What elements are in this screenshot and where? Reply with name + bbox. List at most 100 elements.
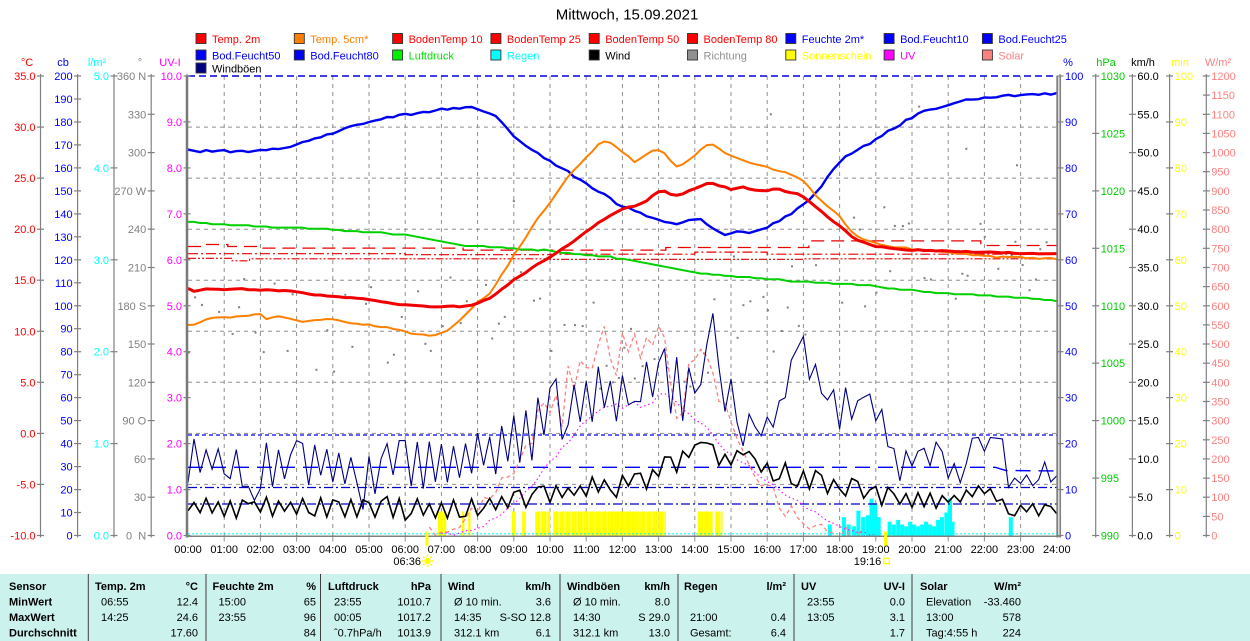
svg-text:km/h: km/h [644,581,670,593]
svg-text:25.0: 25.0 [1137,339,1158,351]
svg-text:Mittwoch, 15.09.2021: Mittwoch, 15.09.2021 [556,7,699,24]
svg-text:9.0: 9.0 [167,117,182,129]
svg-text:224: 224 [1003,628,1021,640]
svg-text:7.0: 7.0 [167,209,182,221]
svg-text:MinWert: MinWert [9,597,53,609]
svg-text:11:00: 11:00 [573,544,600,556]
svg-text:30.0: 30.0 [1137,301,1158,313]
svg-text:Feuchte 2m*: Feuchte 2m* [802,34,865,46]
svg-text:30: 30 [60,462,72,474]
svg-text:Regen: Regen [684,581,718,593]
svg-text:-5.0: -5.0 [17,479,36,491]
svg-text:23:00: 23:00 [1007,544,1035,556]
svg-text:04:00: 04:00 [319,544,347,556]
svg-text:20: 20 [1065,439,1077,451]
svg-text:160: 160 [54,163,72,175]
svg-text:°: ° [138,57,142,69]
svg-text:02:00: 02:00 [247,544,275,556]
svg-text:14:35: 14:35 [454,612,482,624]
svg-text:Solar: Solar [998,51,1024,63]
svg-text:05:00: 05:00 [355,544,383,556]
svg-text:24.6: 24.6 [177,612,198,624]
svg-text:Bod.Feucht25: Bod.Feucht25 [998,34,1067,46]
svg-text:Luftdruck: Luftdruck [328,581,380,593]
svg-text:13.0: 13.0 [649,628,670,640]
svg-text:35.0: 35.0 [14,71,35,83]
svg-text:50: 50 [1065,301,1077,313]
svg-text:1005: 1005 [1101,358,1125,370]
svg-text:hPa: hPa [411,581,432,593]
svg-text:90 O: 90 O [122,416,146,428]
svg-text:1150: 1150 [1211,90,1235,102]
svg-text:150: 150 [1211,473,1229,485]
svg-text:120: 120 [128,377,146,389]
svg-text:S-SO 12.8: S-SO 12.8 [500,612,551,624]
svg-text:19:16: 19:16 [854,556,882,568]
svg-text:Feuchte 2m: Feuchte 2m [213,581,274,593]
svg-text:Temp. 2m: Temp. 2m [95,581,146,593]
svg-text:990: 990 [1101,531,1119,543]
svg-text:800: 800 [1211,224,1229,236]
svg-text:1000: 1000 [1101,416,1125,428]
svg-text:2.0: 2.0 [94,347,109,359]
svg-text:100: 100 [1175,71,1193,83]
svg-text:995: 995 [1101,473,1119,485]
svg-text:80: 80 [1065,163,1077,175]
svg-text:1.7: 1.7 [890,628,905,640]
svg-text:30: 30 [134,492,146,504]
svg-text:6.1: 6.1 [536,628,551,640]
svg-text:0 N: 0 N [126,531,146,543]
svg-text:W/m²: W/m² [994,581,1021,593]
svg-text:3.0: 3.0 [167,393,182,405]
svg-text:UV: UV [900,51,916,63]
svg-text:BodenTemp 80: BodenTemp 80 [704,34,778,46]
svg-text:1050: 1050 [1211,128,1235,140]
svg-text:1010.7: 1010.7 [397,597,431,609]
svg-text:70: 70 [1065,209,1077,221]
svg-text:15:00: 15:00 [219,597,247,609]
svg-text:25.0: 25.0 [14,173,35,185]
svg-text:200: 200 [1211,454,1229,466]
svg-text:10: 10 [60,508,72,520]
svg-text:4.0: 4.0 [167,347,182,359]
svg-text:60: 60 [60,393,72,405]
svg-text:15:00: 15:00 [717,544,745,556]
svg-text:170: 170 [54,140,72,152]
svg-text:240: 240 [128,224,146,236]
svg-text:100: 100 [54,301,72,313]
svg-text:10.0: 10.0 [14,326,35,338]
svg-text:1015: 1015 [1101,243,1125,255]
svg-text:330: 330 [128,109,146,121]
svg-text:750: 750 [1211,243,1229,255]
svg-text:2.0: 2.0 [167,439,182,451]
svg-text:45.0: 45.0 [1137,186,1158,198]
svg-text:0: 0 [1211,531,1217,543]
svg-text:Sensor: Sensor [9,581,47,593]
svg-text:70: 70 [1175,209,1187,221]
svg-text:3.0: 3.0 [94,255,109,267]
svg-text:60: 60 [134,454,146,466]
svg-text:8.0: 8.0 [655,597,670,609]
svg-text:90: 90 [1175,117,1187,129]
svg-text:BodenTemp 50: BodenTemp 50 [605,34,679,46]
svg-text:km/h: km/h [525,581,551,593]
svg-text:-10.0: -10.0 [10,531,35,543]
svg-text:Wind: Wind [605,51,630,63]
svg-text:Ø 10 min.: Ø 10 min. [454,597,502,609]
svg-text:6.0: 6.0 [167,255,182,267]
svg-text:360 N: 360 N [117,71,146,83]
svg-text:110: 110 [55,278,73,290]
svg-text:0: 0 [66,531,72,543]
svg-text:°C: °C [21,57,33,69]
svg-text:Durchschnitt: Durchschnitt [9,628,77,640]
svg-text:Bod.Feucht10: Bod.Feucht10 [900,34,969,46]
svg-text:400: 400 [1211,377,1229,389]
svg-text:300: 300 [1211,416,1229,428]
svg-text:Tag:4:55 h: Tag:4:55 h [926,628,977,640]
svg-text:40: 40 [1175,347,1187,359]
svg-text:%: % [306,581,316,593]
svg-text:500: 500 [1211,339,1229,351]
svg-text:10.0: 10.0 [161,71,182,83]
svg-text:BodenTemp 25: BodenTemp 25 [507,34,581,46]
svg-text:%: % [1063,57,1073,69]
